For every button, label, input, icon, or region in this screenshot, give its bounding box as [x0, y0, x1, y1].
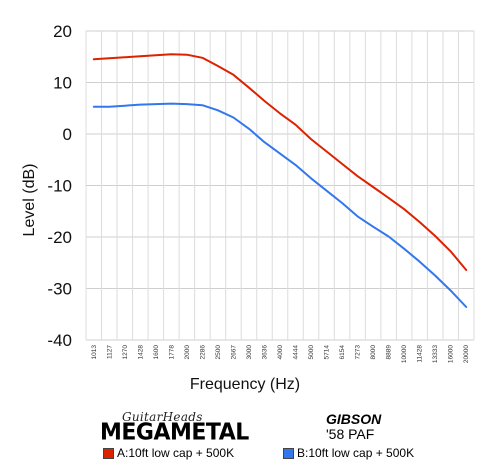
x-tick-label-17: 7273 [355, 345, 362, 360]
y-axis-title: Level (dB) [21, 164, 38, 237]
x-tick-label-19: 8889 [386, 345, 393, 360]
x-tick-label-10: 3000 [246, 345, 253, 360]
x-tick-label-18: 8000 [370, 345, 377, 360]
y-tick-label-3: -10 [47, 177, 72, 196]
x-tick-label-5: 1778 [168, 345, 175, 360]
brand-logo: MEGAMETAL [100, 419, 249, 446]
x-tick-label-9: 2667 [230, 345, 237, 360]
x-tick-label-21: 11428 [417, 345, 424, 363]
x-tick-label-7: 2286 [199, 345, 206, 360]
x-tick-label-1: 1127 [106, 345, 113, 359]
legend-item-b: B:10ft low cap + 500K [283, 446, 414, 460]
frequency-response-chart: 20 10 0 -10 -20 -30 -40 1013 1127 1270 1428 1600 17… [21, 22, 475, 393]
pickup-maker: GIBSON [326, 411, 382, 427]
y-tick-label-0: 20 [53, 22, 72, 41]
legend-label-a: A:10ft low cap + 500K [117, 446, 235, 460]
y-tick-label-2: 0 [63, 125, 72, 144]
x-tick-label-20: 10000 [401, 345, 408, 363]
x-tick-label-16: 6154 [339, 345, 346, 360]
y-tick-label-4: -20 [47, 228, 72, 247]
site-name: GuitarHeads [122, 410, 203, 424]
y-tick-label-5: -30 [47, 280, 72, 299]
legend-label-b: B:10ft low cap + 500K [297, 446, 415, 460]
legend-swatch-a [103, 447, 114, 459]
x-axis-title: Frequency (Hz) [190, 376, 300, 393]
series-lines [92, 53, 468, 308]
x-tick-label-23: 16000 [448, 345, 455, 363]
x-tick-label-22: 13333 [432, 345, 439, 363]
legend-item-a: A:10ft low cap + 500K [103, 446, 234, 460]
y-tick-label-6: -40 [47, 331, 72, 350]
x-tick-label-24: 20000 [463, 345, 470, 363]
legend-swatch-b [283, 447, 294, 459]
x-tick-label-6: 2000 [184, 345, 191, 360]
y-tick-labels: 20 10 0 -10 -20 -30 -40 [47, 22, 72, 350]
x-tick-label-15: 5714 [324, 345, 331, 360]
x-tick-label-8: 2500 [215, 345, 222, 360]
grid [85, 30, 475, 341]
x-tick-label-3: 1428 [137, 345, 144, 360]
x-tick-label-13: 4444 [293, 345, 300, 360]
x-tick-label-14: 5000 [308, 345, 315, 360]
x-tick-labels: 1013 1127 1270 1428 1600 1778 2000 2286 2500 2667… [91, 345, 470, 363]
x-tick-label-12: 4000 [277, 345, 284, 360]
series-line-a [92, 53, 468, 271]
series-line-b [92, 102, 468, 308]
y-tick-label-1: 10 [53, 74, 72, 93]
x-tick-label-2: 1270 [122, 345, 129, 360]
x-tick-label-0: 1013 [91, 345, 98, 360]
x-tick-label-11: 3636 [261, 345, 268, 360]
pickup-model: '58 PAF [326, 426, 375, 442]
x-tick-label-4: 1600 [153, 345, 160, 360]
